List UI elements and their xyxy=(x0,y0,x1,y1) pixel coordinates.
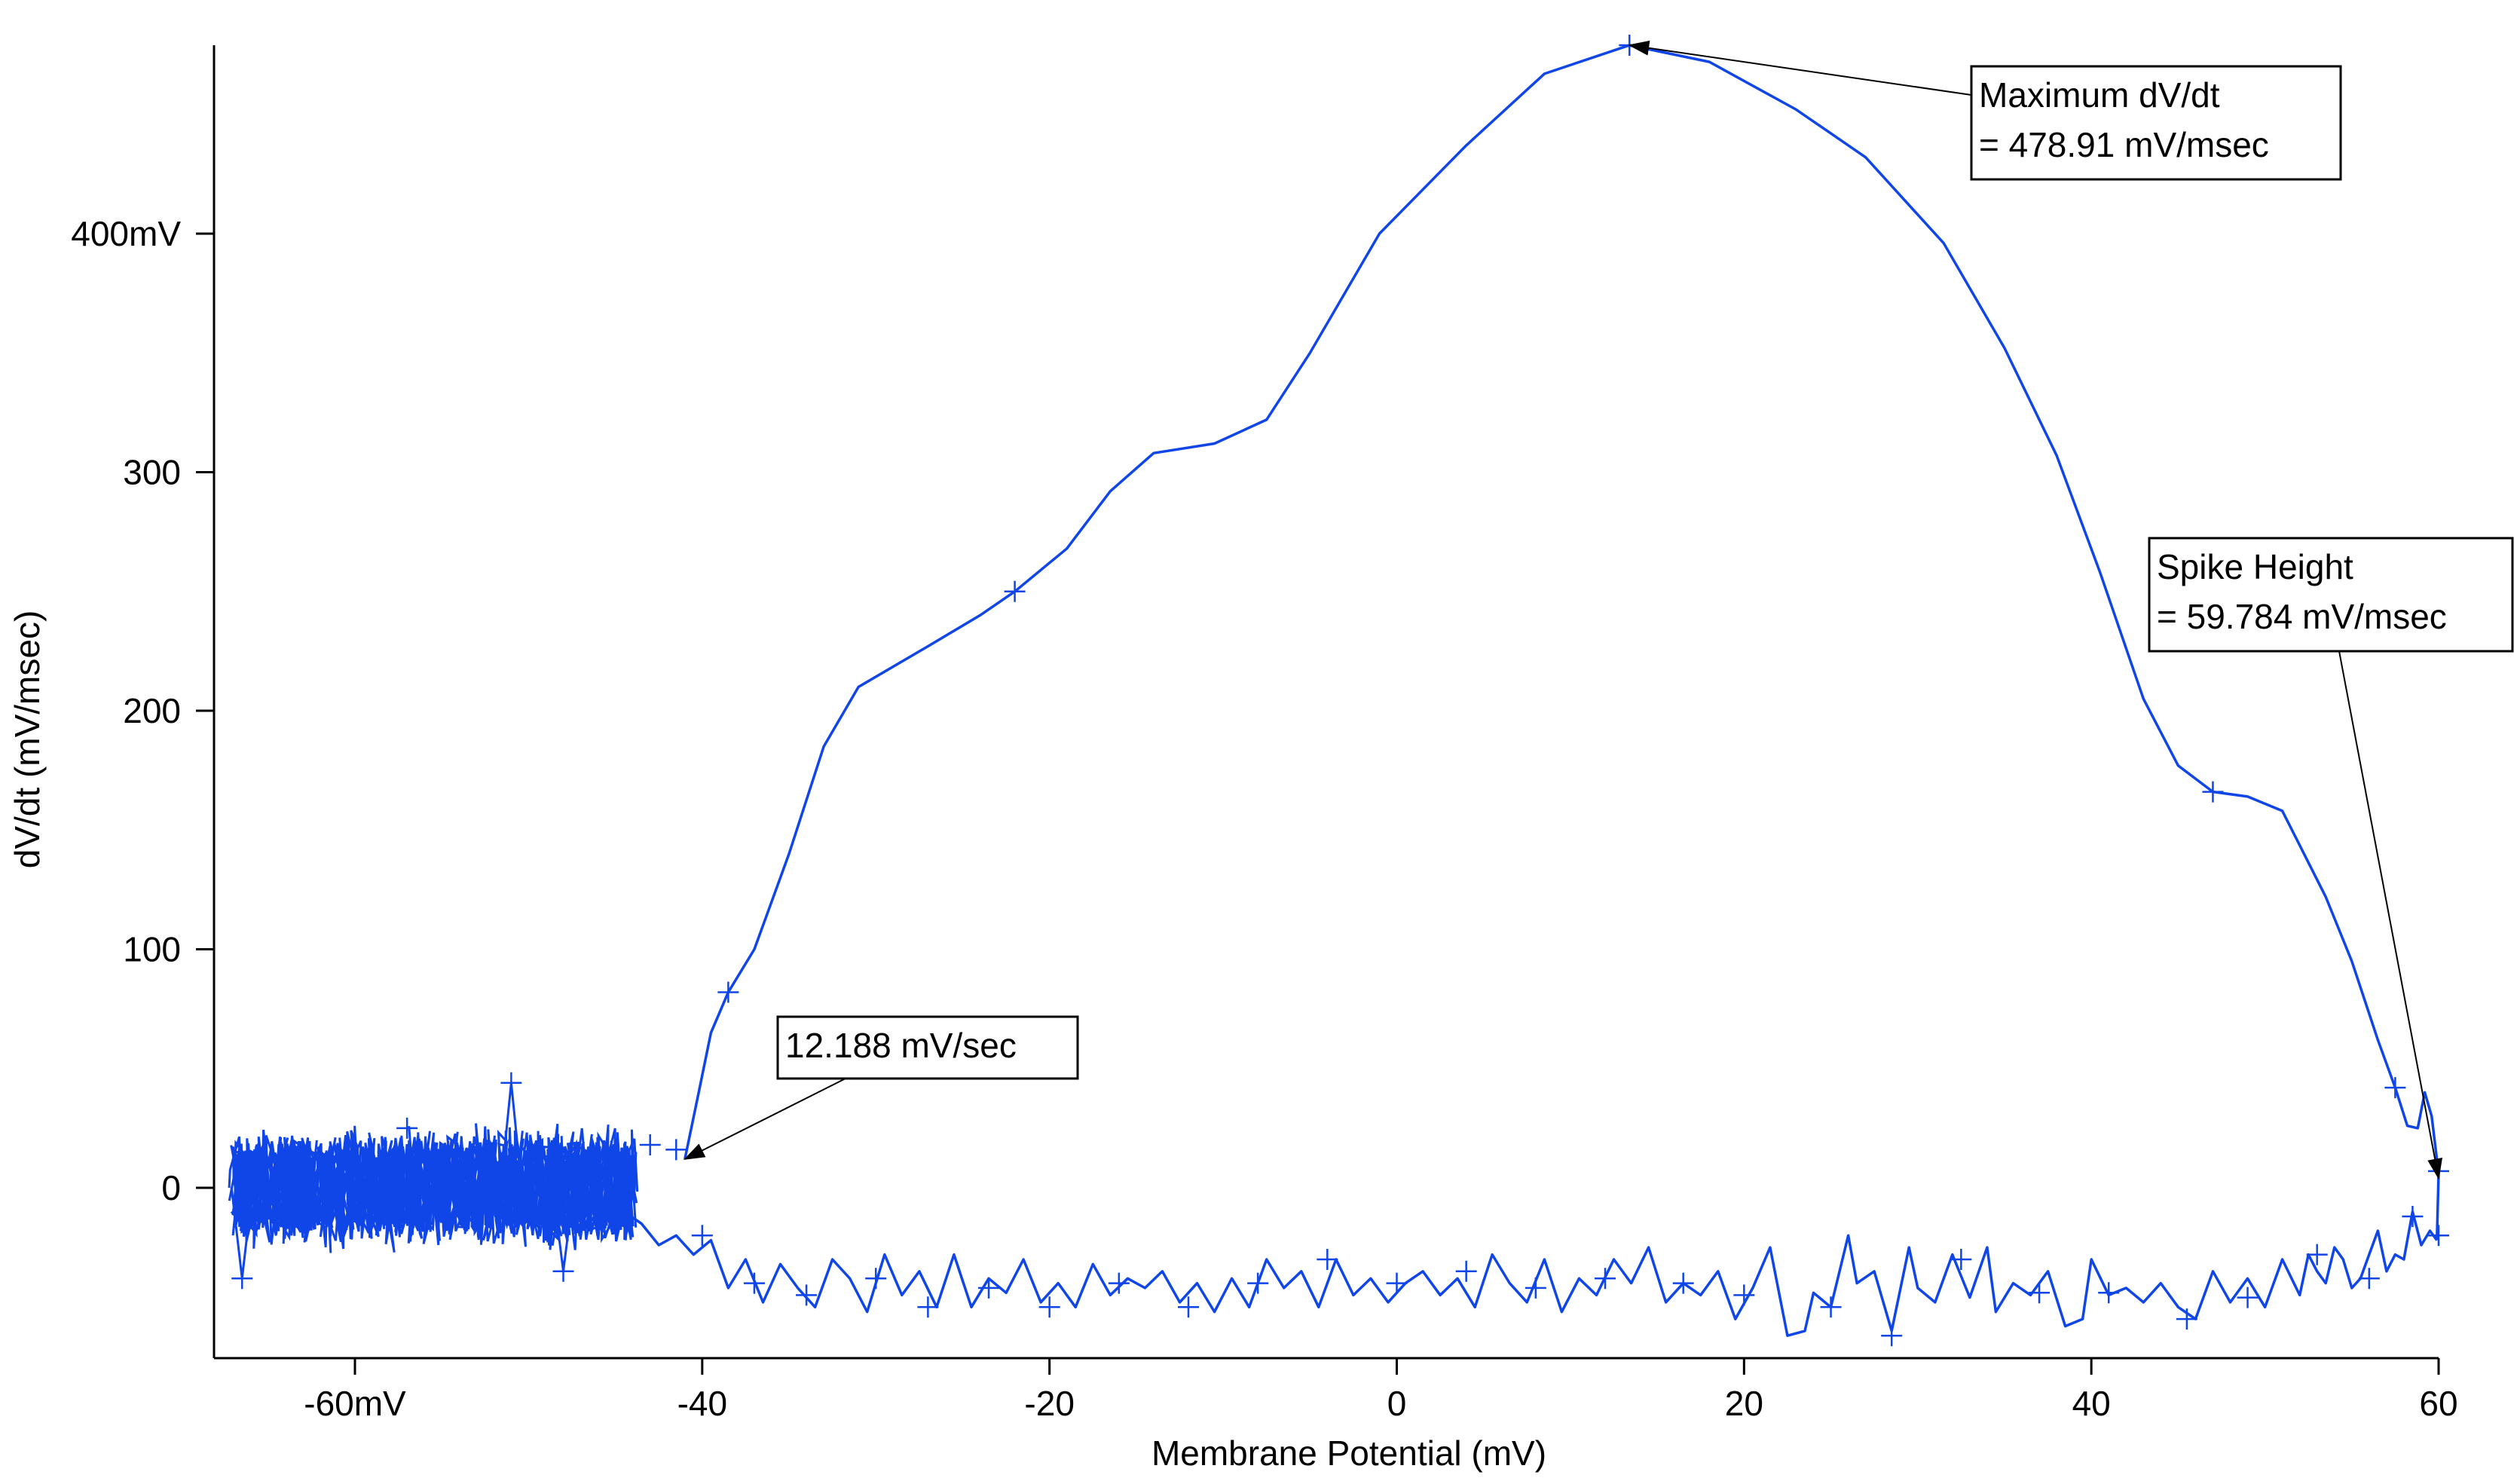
data-point-marker xyxy=(1595,1268,1616,1290)
annotation-threshold: 12.188 mV/sec xyxy=(684,1015,1079,1160)
y-axis-title: dV/dt (mV/msec) xyxy=(8,610,47,869)
data-point-marker xyxy=(691,1225,713,1247)
y-tick-label: 300 xyxy=(123,453,181,492)
data-point-marker xyxy=(344,1153,365,1175)
data-point-marker xyxy=(865,1268,887,1290)
x-tick-label: -20 xyxy=(1024,1384,1074,1423)
data-point-marker xyxy=(1455,1260,1477,1282)
x-tick-label: -40 xyxy=(677,1384,727,1423)
plot-layer xyxy=(228,34,2449,1347)
annotation-max-dvdt: Maximum dV/dt = 478.91 mV/msec xyxy=(1628,40,2342,181)
annotation-text: = 59.784 mV/msec xyxy=(2157,597,2447,636)
y-tick-label: 100 xyxy=(123,930,181,969)
noise-trace xyxy=(233,1131,635,1249)
data-point-marker xyxy=(2384,1077,2406,1099)
data-point-marker xyxy=(1108,1272,1130,1294)
data-point-marker xyxy=(396,1117,418,1139)
data-point-marker xyxy=(1525,1277,1546,1299)
data-point-marker xyxy=(978,1277,1000,1299)
data-point-marker xyxy=(717,981,739,1003)
annotations: Maximum dV/dt = 478.91 mV/msec Spike Heigh… xyxy=(684,40,2514,1180)
annotation-text: Maximum dV/dt xyxy=(1979,75,2220,115)
x-tick-label: 20 xyxy=(1725,1384,1763,1423)
annotation-box xyxy=(776,1015,1079,1080)
annotation-text: 12.188 mV/sec xyxy=(785,1026,1017,1065)
data-point-marker xyxy=(1881,1325,1903,1347)
x-tick-label: 0 xyxy=(1387,1384,1407,1423)
data-point-marker xyxy=(665,1139,687,1161)
data-point-marker xyxy=(917,1296,939,1318)
data-point-marker xyxy=(1178,1296,1199,1318)
data-point-marker xyxy=(2306,1244,2328,1265)
data-point-marker xyxy=(552,1260,574,1282)
data-point-marker xyxy=(2402,1205,2424,1227)
data-point-marker xyxy=(1004,580,1026,602)
data-point-marker xyxy=(2237,1287,2259,1308)
data-point-marker xyxy=(2029,1282,2051,1304)
x-tick-label: 60 xyxy=(2419,1384,2457,1423)
x-tick-label: 40 xyxy=(2072,1384,2111,1423)
annotation-box xyxy=(2148,537,2514,653)
data-point-marker xyxy=(743,1272,765,1294)
axes: -60mV -40 -20 0 20 40 60 0 100 200 300 400mV Membr… xyxy=(8,45,2458,1473)
y-tick-label: 400mV xyxy=(71,214,181,253)
x-axis-ticks: -60mV -40 -20 0 20 40 60 xyxy=(304,1358,2458,1423)
data-point-marker xyxy=(2358,1268,2380,1290)
data-point-marker xyxy=(1733,1284,1755,1306)
data-point-marker xyxy=(1950,1248,1972,1270)
series-line-upstroke xyxy=(684,44,2440,1241)
data-point-marker xyxy=(1672,1272,1694,1294)
data-point-marker xyxy=(500,1072,522,1094)
data-point-marker xyxy=(1038,1296,1060,1318)
data-point-marker xyxy=(639,1134,661,1156)
data-point-marker xyxy=(292,1141,313,1163)
data-point-marker xyxy=(2428,1225,2449,1247)
data-point-marker xyxy=(2176,1308,2197,1330)
data-point-marker xyxy=(1386,1272,1408,1294)
y-axis-ticks: 0 100 200 300 400mV xyxy=(71,214,214,1207)
data-point-marker xyxy=(1317,1248,1338,1270)
annotation-box xyxy=(1970,65,2342,181)
data-point-marker xyxy=(1247,1272,1269,1294)
annotation-spike-height: Spike Height = 59.784 mV/msec xyxy=(2148,537,2514,1180)
annotation-arrow xyxy=(1628,40,1972,96)
y-tick-label: 0 xyxy=(161,1168,181,1207)
data-point-marker xyxy=(2428,1160,2449,1182)
annotation-text: = 478.91 mV/msec xyxy=(1979,125,2269,164)
annotation-text: Spike Height xyxy=(2157,547,2353,586)
x-tick-label: -60mV xyxy=(304,1384,406,1423)
data-point-marker xyxy=(1820,1296,1842,1318)
data-point-marker xyxy=(231,1268,253,1290)
x-axis-title: Membrane Potential (mV) xyxy=(1151,1434,1546,1473)
data-point-marker xyxy=(2202,781,2224,803)
annotation-arrow xyxy=(684,1078,846,1160)
data-point-marker xyxy=(1619,34,1641,56)
y-tick-label: 200 xyxy=(123,691,181,730)
data-point-marker xyxy=(796,1284,818,1306)
series-line-downstroke xyxy=(623,1210,2439,1337)
data-point-marker xyxy=(2098,1282,2120,1304)
annotation-arrow xyxy=(2338,650,2443,1180)
